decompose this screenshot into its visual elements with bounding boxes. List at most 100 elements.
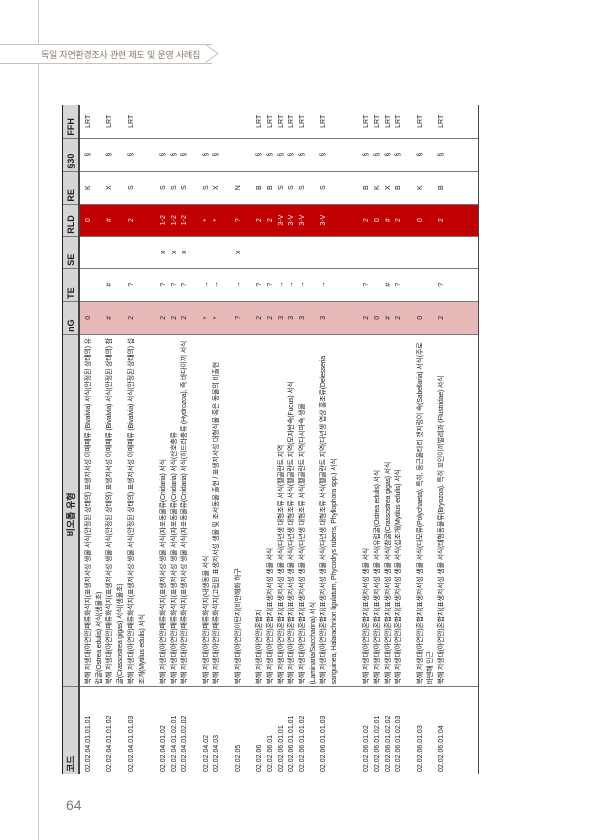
s30-cell: § [244, 138, 266, 172]
se-cell [372, 236, 384, 269]
te-cell: ? [265, 268, 277, 302]
desc-cell: 북해 저생대(아연안)패류화석지(표생저서성 생물 서식(자포동물류(Cnida… [169, 334, 181, 687]
te-cell [79, 268, 106, 302]
ffh-cell [169, 105, 181, 139]
s30-cell: § [265, 138, 277, 172]
s30-cell: § [212, 138, 224, 172]
desc-cell: 북해 저생대(아연안)패류화석지(표생저서성 생물 서식(안정된 상태의) 표생… [79, 334, 106, 687]
re-cell: S [276, 171, 288, 205]
desc-cell: 북해 저생대(아연안)혼합지(표생저서성 생물 서식 [340, 334, 373, 687]
se-cell [287, 236, 298, 269]
se-cell [319, 236, 341, 269]
code-cell: 02.02.06.01.01.03 [320, 715, 328, 772]
desc-cell: 북해 저생대(아연안)혼합지(표생저서성 생물 서식(다년생 대형조류 서식(펠… [276, 334, 288, 687]
code-cell: 02.02.06.01.02.03 [395, 715, 403, 772]
desc-cell: 북해 저생대(아연안)혼합지(표생저서성 생물 서식(태형동물류(Bryozoa… [437, 334, 479, 687]
code-cell: 02.02.06.01.02.02 [384, 715, 392, 772]
ffh-cell: LRT [319, 105, 341, 139]
ng-cell: 0 [79, 301, 106, 335]
table-row: 02.02.06.01.01.02 북해 저생대(아연안)혼합지(표생저서성 생물… [298, 105, 320, 774]
desc-cell: 북해 저생대(아연안)혼합지(표생저서성 생물 서식(다년생 대형조류 서식(펠… [319, 334, 341, 687]
rld-cell: 3-V [287, 204, 298, 237]
te-cell: ? [340, 268, 373, 302]
se-cell: x [223, 236, 245, 269]
s30-cell: § [191, 138, 213, 172]
te-cell: → [298, 268, 320, 302]
ng-cell: 2 [340, 301, 373, 335]
s30-cell: § [148, 138, 170, 172]
table-row: 02.02.06.01.02.02 북해 저생대(아연안)혼합지(표생저서성 생물… [383, 105, 395, 774]
ffh-cell: LRT [126, 105, 149, 139]
s30-cell: § [180, 138, 192, 172]
biotope-table: 코드 비오톱 유형 nG TE SE RLD RE §30 FFH 02.02.… [62, 105, 479, 774]
rld-cell: 2 [126, 204, 149, 237]
se-cell [437, 236, 479, 269]
re-cell: K [372, 171, 384, 205]
te-cell: ? [437, 268, 479, 302]
ng-cell: 2 [394, 301, 406, 335]
se-cell [79, 236, 106, 269]
te-cell: # [383, 268, 395, 302]
te-cell: → [287, 268, 298, 302]
code-cell: 02.02.06.01 [266, 735, 274, 772]
rld-cell: 1-2 [148, 204, 170, 237]
re-cell: S [191, 171, 213, 205]
se-cell [394, 236, 406, 269]
se-cell [191, 236, 213, 269]
table-row: 02.02.06 북해 저생대(아연안)혼합지 2? 2 B § LRT [244, 105, 266, 774]
header-ng: nG [62, 301, 79, 335]
s30-cell: § [405, 138, 438, 172]
re-cell: X [383, 171, 395, 205]
code-cell: 02.02.06.01.01 [277, 725, 285, 772]
ng-cell: # [105, 301, 127, 335]
re-cell: B [394, 171, 406, 205]
ng-cell: 3 [287, 301, 298, 335]
ng-cell: * [191, 301, 213, 335]
rld-cell: # [383, 204, 395, 237]
table-row: 02.02.04.02 북해 저생대(아연안)패류화석지(내생동물 서식 * → * S § [191, 105, 213, 774]
ng-cell: * [212, 301, 224, 335]
s30-cell: § [126, 138, 149, 172]
s30-cell: § [437, 138, 479, 172]
se-cell [212, 236, 224, 269]
re-cell: B [265, 171, 277, 205]
re-cell: S [169, 171, 181, 205]
te-cell: → [223, 268, 245, 302]
se-cell: x [148, 236, 170, 269]
se-cell [298, 236, 320, 269]
rld-cell: # [105, 204, 127, 237]
s30-cell: § [105, 138, 127, 172]
te-cell: ? [180, 268, 192, 302]
header-biotope-type: 비오톱 유형 [62, 334, 79, 687]
s30-cell: § [79, 138, 106, 172]
table-header-row: 코드 비오톱 유형 nG TE SE RLD RE §30 FFH [62, 105, 79, 774]
margin-rule [38, 0, 39, 840]
s30-cell [223, 138, 245, 172]
ng-cell: ? [223, 301, 245, 335]
table-row: 02.02.06.01.02.01 북해 저생대(아연안)혼합지(표생저서성 생물… [372, 105, 384, 774]
desc-cell: 북해 저생대(아연안)이탄지(비만해화 하구 [223, 334, 245, 687]
te-cell: ? [126, 268, 149, 302]
code-cell: 02.02.04.01.02.01 [170, 715, 178, 772]
desc-cell: 북해 저생대(아연안)혼합지(표생저서성 생물 서식(다년생 대형조류 서식(펠… [287, 334, 298, 687]
re-cell: X [105, 171, 127, 205]
table-row: 02.02.04.01.02 북해 저생대(아연안)패류화석지(표생저서성 생물 … [148, 105, 170, 774]
rld-cell: 0 [405, 204, 438, 237]
ffh-cell: LRT [405, 105, 438, 139]
ffh-cell: LRT [287, 105, 298, 139]
te-cell: # [105, 268, 127, 302]
te-cell: → [212, 268, 224, 302]
re-cell: B [340, 171, 373, 205]
ffh-cell: LRT [298, 105, 320, 139]
desc-cell: 북해 저생대(아연안)혼합지(표생저서성 생물 서식(다모류(Polychaet… [405, 334, 438, 687]
ffh-cell [191, 105, 213, 139]
ng-cell: 3 [298, 301, 320, 335]
ng-cell: 2 [148, 301, 170, 335]
desc-cell: 북해 저생대(아연안)패류화석지(표생저서성 생물 서식(안정된 상태의) 표생… [105, 334, 127, 687]
s30-cell: § [383, 138, 395, 172]
s30-cell: § [287, 138, 298, 172]
ng-cell: # [383, 301, 395, 335]
table-row: 02.02.04.01.01.01 북해 저생대(아연안)패류화석지(표생저서성 … [79, 105, 106, 774]
ffh-cell [180, 105, 192, 139]
desc-cell: 북해 저생대(아연안)패류화석지(표생저서성 생물 서식(자포동물류(Cnida… [180, 334, 192, 687]
